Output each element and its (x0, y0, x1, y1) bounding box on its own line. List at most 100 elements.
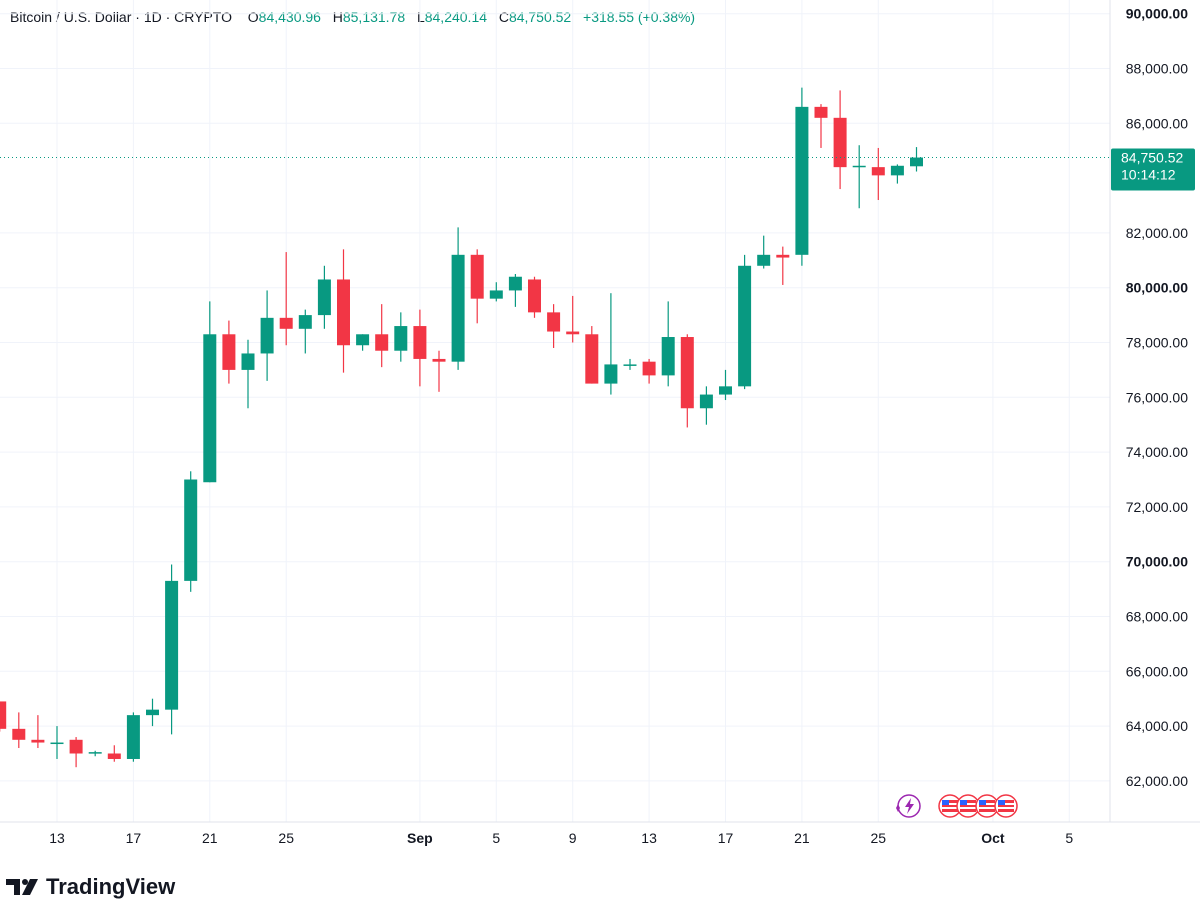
candle[interactable] (184, 471, 198, 592)
candle[interactable] (50, 726, 64, 759)
tradingview-logo-icon (6, 879, 38, 895)
candle[interactable] (0, 701, 7, 732)
us-flag-icon[interactable] (994, 794, 1018, 818)
candle[interactable] (12, 712, 26, 749)
time-tick-label: 25 (278, 830, 294, 846)
candle[interactable] (566, 295, 580, 343)
tradingview-logo[interactable]: TradingView (6, 874, 175, 900)
candle[interactable] (508, 274, 522, 307)
candle-body (508, 276, 522, 291)
candle[interactable] (833, 90, 847, 190)
candle[interactable] (69, 737, 83, 768)
candle[interactable] (776, 246, 790, 285)
candle[interactable] (146, 698, 159, 727)
candle[interactable] (661, 301, 675, 387)
candle-body (12, 728, 26, 740)
us-flag-icon[interactable] (956, 794, 980, 818)
time-tick-label: 17 (718, 830, 734, 846)
candle[interactable] (279, 252, 293, 346)
candle[interactable] (623, 358, 637, 370)
candle[interactable] (738, 254, 752, 390)
price-axis[interactable]: 90,000.00 88,000.00 86,000.00 82,000.00 80,0… (1126, 6, 1188, 789)
candle-body (279, 317, 293, 329)
candle-body (566, 331, 580, 335)
candle[interactable] (585, 326, 599, 384)
price-tick-label: 80,000.00 (1126, 280, 1188, 296)
candle[interactable] (432, 350, 446, 392)
candle-body (298, 315, 312, 329)
price-tick-label: 90,000.00 (1126, 6, 1188, 22)
candle-body (547, 312, 561, 332)
symbol-description: Bitcoin / U.S. Dollar · 1D · CRYPTO (10, 9, 232, 25)
candle[interactable] (126, 712, 140, 762)
candle-body (107, 753, 121, 759)
candle-body (719, 386, 732, 395)
candle-body (413, 326, 427, 359)
candle[interactable] (413, 309, 427, 387)
event-markers[interactable] (896, 794, 1018, 818)
candle[interactable] (317, 265, 331, 329)
candle[interactable] (203, 301, 217, 483)
candle-body (203, 334, 217, 483)
candle[interactable] (871, 147, 885, 201)
candle[interactable] (604, 293, 618, 395)
candle[interactable] (88, 750, 102, 757)
candle[interactable] (451, 227, 465, 370)
countdown-value: 10:14:12 (1121, 167, 1176, 183)
candle[interactable] (241, 339, 255, 409)
price-tick-label: 64,000.00 (1126, 718, 1188, 734)
candle[interactable] (298, 309, 312, 354)
us-flag-icon[interactable] (938, 794, 962, 818)
candle-body (528, 279, 541, 313)
candle[interactable] (489, 282, 503, 302)
candle[interactable] (910, 147, 923, 172)
candle[interactable] (375, 304, 389, 368)
candle[interactable] (394, 312, 408, 362)
last-price-label: 84,750.52 10:14:12 (1111, 148, 1195, 191)
candle-body (642, 361, 656, 376)
candle[interactable] (165, 564, 179, 735)
candle[interactable] (795, 87, 809, 266)
candle[interactable] (222, 320, 236, 384)
candle[interactable] (337, 249, 350, 373)
candle-body (890, 165, 904, 176)
candle[interactable] (31, 715, 45, 749)
candle-body (910, 157, 923, 167)
time-axis[interactable]: 13 17 21 25 Sep 5 9 13 17 21 25 Oct 5 (49, 830, 1073, 846)
price-tick-label: 72,000.00 (1126, 499, 1188, 515)
candle-body (432, 358, 446, 362)
low-value: 84,240.14 (424, 9, 488, 25)
candle-body (31, 739, 45, 743)
close-value: 84,750.52 (508, 9, 572, 25)
candle-body (661, 337, 675, 376)
price-tick-label: 66,000.00 (1126, 663, 1188, 679)
candle[interactable] (852, 145, 866, 209)
candle-body (337, 279, 350, 346)
candle[interactable] (356, 334, 370, 351)
candle[interactable] (757, 235, 771, 269)
candle[interactable] (699, 386, 713, 425)
last-price-background (1111, 148, 1195, 191)
candle-body (222, 334, 236, 370)
candle-body (126, 715, 140, 759)
grid-lines (0, 0, 1110, 822)
price-tick-label: 74,000.00 (1126, 444, 1188, 460)
candle-body (776, 254, 790, 258)
candle[interactable] (680, 334, 694, 428)
candle[interactable] (814, 104, 828, 148)
candle-body (738, 265, 752, 387)
lightning-event-icon[interactable] (896, 794, 921, 818)
candle[interactable] (528, 276, 541, 318)
candle[interactable] (470, 249, 484, 324)
us-flag-icon[interactable] (975, 794, 999, 818)
candle[interactable] (547, 304, 561, 348)
candle[interactable] (890, 164, 904, 184)
chart-legend: Bitcoin / U.S. Dollar · 1D · CRYPTO O84,… (10, 9, 695, 25)
candle[interactable] (719, 369, 732, 401)
price-tick-label: 78,000.00 (1126, 335, 1188, 351)
candle[interactable] (642, 358, 656, 384)
candle-body (489, 290, 503, 299)
candle[interactable] (107, 745, 121, 762)
candle[interactable] (260, 290, 274, 381)
